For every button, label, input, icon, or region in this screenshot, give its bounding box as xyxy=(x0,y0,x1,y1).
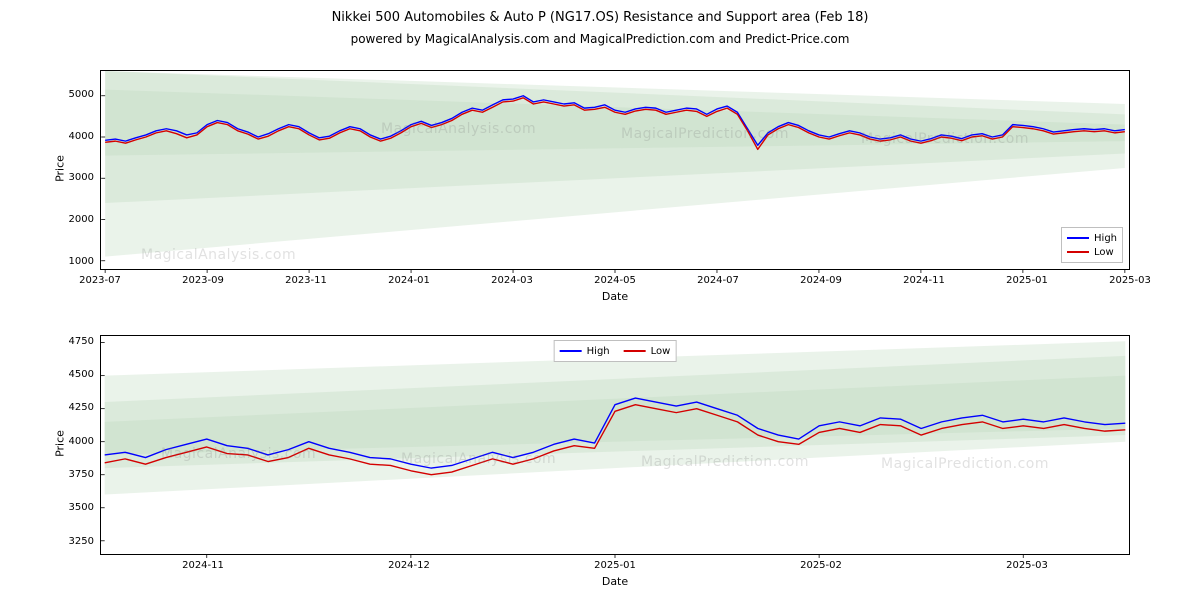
y-tick-label: 3750 xyxy=(60,469,94,480)
legend-swatch xyxy=(560,350,582,352)
chart-canvas-bottom xyxy=(101,336,1129,554)
x-tick-label: 2024-09 xyxy=(796,275,846,286)
x-tick-label: 2024-11 xyxy=(899,275,949,286)
y-tick-label: 3000 xyxy=(60,172,94,183)
x-tick-label: 2025-03 xyxy=(1002,560,1052,571)
x-tick-label: 2023-09 xyxy=(178,275,228,286)
y-tick-label: 5000 xyxy=(60,89,94,100)
x-axis-label-top: Date xyxy=(100,290,1130,303)
x-tick-label: 2023-11 xyxy=(281,275,331,286)
y-tick-label: 2000 xyxy=(60,214,94,225)
x-tick-label: 2024-07 xyxy=(693,275,743,286)
legend-label: Low xyxy=(1094,247,1114,258)
chart-title: Nikkei 500 Automobiles & Auto P (NG17.OS… xyxy=(0,10,1200,25)
legend-item: Low xyxy=(1067,245,1117,259)
y-tick-label: 3500 xyxy=(60,502,94,513)
x-tick-label: 2025-01 xyxy=(1002,275,1052,286)
legend-item: High xyxy=(560,344,610,358)
y-tick-label: 4000 xyxy=(60,131,94,142)
watermark: MagicalPrediction.com xyxy=(881,456,1049,472)
x-axis-label-bottom: Date xyxy=(100,575,1130,588)
x-tick-label: 2025-02 xyxy=(796,560,846,571)
legend-swatch xyxy=(1067,237,1089,239)
figure: Nikkei 500 Automobiles & Auto P (NG17.OS… xyxy=(0,0,1200,600)
chart-panel-bottom: MagicalAnalysis.com MagicalAnalysis.com … xyxy=(100,335,1130,555)
chart-panel-top: MagicalAnalysis.com MagicalAnalysis.com … xyxy=(100,70,1130,270)
x-tick-label: 2024-12 xyxy=(384,560,434,571)
watermark: MagicalAnalysis.com xyxy=(161,446,316,462)
watermark: MagicalAnalysis.com xyxy=(401,451,556,467)
legend-label: High xyxy=(1094,233,1117,244)
chart-canvas-top xyxy=(101,71,1129,269)
y-tick-label: 4000 xyxy=(60,436,94,447)
y-tick-label: 4500 xyxy=(60,369,94,380)
watermark: MagicalAnalysis.com xyxy=(381,121,536,137)
watermark: MagicalPrediction.com xyxy=(861,131,1029,147)
watermark: MagicalPrediction.com xyxy=(641,454,809,470)
x-tick-label: 2025-01 xyxy=(590,560,640,571)
legend-label: High xyxy=(587,346,610,357)
y-axis-label-top: Price xyxy=(54,139,67,199)
y-tick-label: 4250 xyxy=(60,402,94,413)
legend-item: Low xyxy=(624,344,671,358)
legend-top: High Low xyxy=(1061,227,1123,263)
x-tick-label: 2025-03 xyxy=(1105,275,1155,286)
legend-swatch xyxy=(624,350,646,352)
legend-swatch xyxy=(1067,251,1089,253)
y-tick-label: 1000 xyxy=(60,256,94,267)
x-tick-label: 2024-03 xyxy=(487,275,537,286)
chart-subtitle: powered by MagicalAnalysis.com and Magic… xyxy=(0,32,1200,46)
legend-item: High xyxy=(1067,231,1117,245)
y-tick-label: 4750 xyxy=(60,336,94,347)
legend-label: Low xyxy=(651,346,671,357)
y-tick-label: 3250 xyxy=(60,536,94,547)
x-tick-label: 2024-11 xyxy=(178,560,228,571)
watermark: MagicalPrediction.com xyxy=(621,126,789,142)
watermark: MagicalAnalysis.com xyxy=(141,247,296,263)
x-tick-label: 2024-01 xyxy=(384,275,434,286)
x-tick-label: 2024-05 xyxy=(590,275,640,286)
x-tick-label: 2023-07 xyxy=(75,275,125,286)
legend-bottom: High Low xyxy=(554,340,677,362)
